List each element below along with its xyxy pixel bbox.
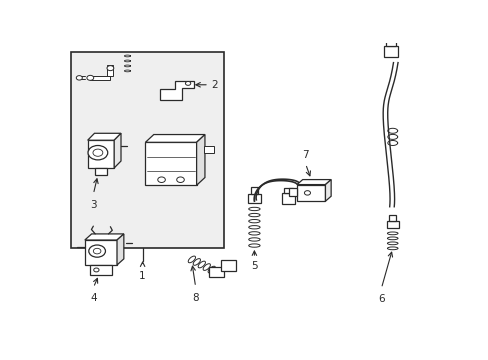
Bar [283,188,293,193]
Circle shape [89,245,105,257]
Circle shape [88,145,107,160]
Polygon shape [325,180,330,201]
Bar [281,193,295,204]
Bar [221,260,235,271]
Circle shape [87,75,94,80]
Ellipse shape [386,247,397,250]
Bar [247,194,261,203]
Circle shape [304,191,310,195]
Bar [90,265,111,275]
Circle shape [93,248,101,254]
Polygon shape [145,135,204,142]
Polygon shape [196,135,204,185]
Polygon shape [296,180,330,185]
Bar [209,267,224,276]
Polygon shape [117,234,123,265]
Ellipse shape [188,256,195,263]
Text: 2: 2 [211,80,218,90]
Ellipse shape [248,238,260,241]
Polygon shape [89,76,110,80]
Circle shape [158,177,165,183]
Text: 1: 1 [139,270,145,280]
Ellipse shape [248,207,260,211]
Ellipse shape [193,258,200,265]
Bar [288,188,296,196]
Ellipse shape [386,232,397,235]
Bar [204,146,213,153]
Bar [71,51,224,248]
Circle shape [93,149,102,156]
Ellipse shape [198,261,205,268]
Polygon shape [84,234,123,240]
Circle shape [185,81,190,85]
Text: 5: 5 [250,261,257,271]
Polygon shape [159,81,193,100]
Text: 6: 6 [377,294,384,304]
Circle shape [107,66,114,71]
Bar [87,140,114,168]
Ellipse shape [248,226,260,229]
Circle shape [176,177,184,183]
Bar [95,168,106,175]
Ellipse shape [203,264,210,270]
Text: 3: 3 [90,200,97,210]
Ellipse shape [386,242,397,245]
Ellipse shape [248,232,260,235]
Text: 7: 7 [302,150,308,160]
Ellipse shape [248,220,260,223]
Bar [388,215,395,221]
Bar [296,185,325,201]
Polygon shape [114,133,121,168]
Text: 8: 8 [192,293,199,303]
Bar [250,187,258,194]
Bar [84,240,117,265]
Bar [385,40,395,46]
Ellipse shape [248,213,260,217]
Bar [383,46,397,57]
Circle shape [76,76,82,80]
Circle shape [94,268,99,272]
Ellipse shape [248,244,260,247]
Bar [145,142,196,185]
Polygon shape [87,133,121,140]
Polygon shape [107,66,113,76]
Text: 4: 4 [90,293,97,303]
Bar [386,221,398,228]
Ellipse shape [386,237,397,240]
Ellipse shape [208,266,215,273]
